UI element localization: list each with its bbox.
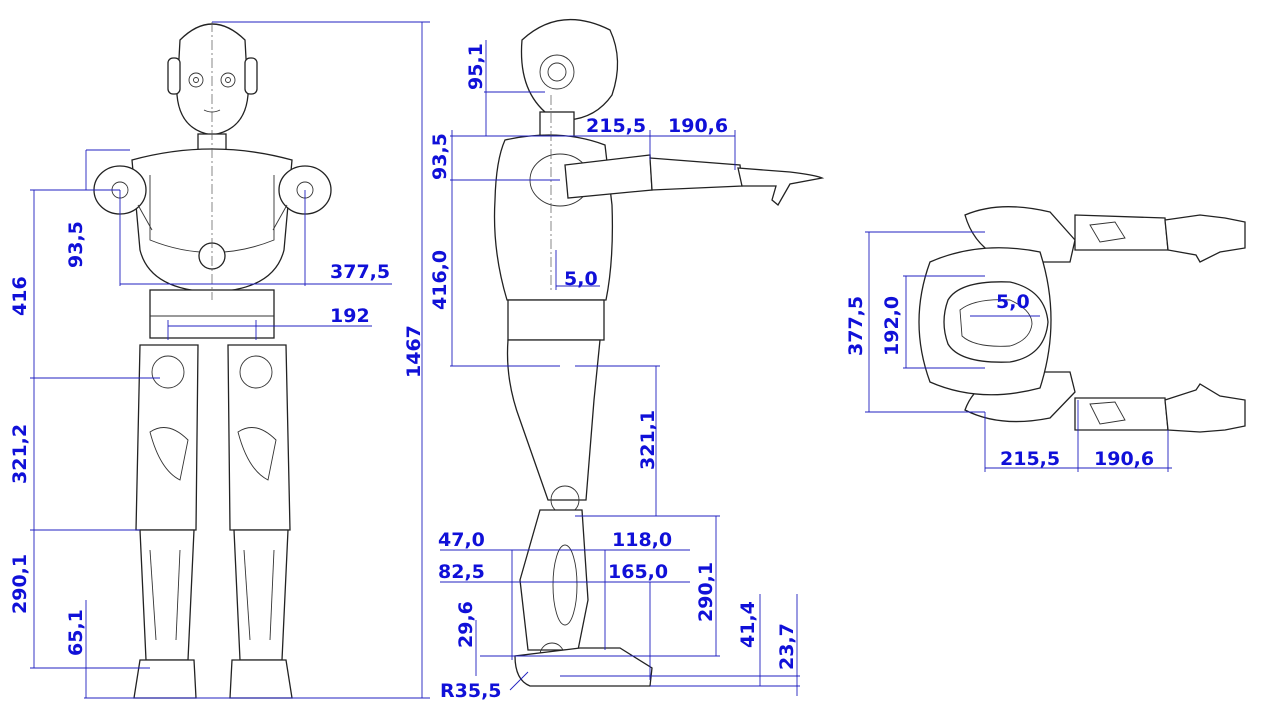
- side-dim-190-6: 190,6: [668, 115, 728, 137]
- side-neck: [539, 111, 575, 139]
- side-dim-5-0: 5,0: [564, 268, 598, 290]
- top-dim-5-0: 5,0: [996, 291, 1030, 313]
- side-foot: [514, 647, 653, 687]
- top-dim-192-0: 192,0: [881, 296, 903, 356]
- side-head: [520, 19, 619, 121]
- side-pelvis: [507, 299, 605, 341]
- top-dim-215-5: 215,5: [1000, 448, 1060, 470]
- front-dim-290-1: 290,1: [9, 554, 31, 614]
- top-dim-377-5: 377,5: [845, 296, 867, 356]
- front-view: 1467 416 93,5 377,5 192 321,2 290,1 65,1: [9, 21, 430, 699]
- side-dim-118-0: 118,0: [612, 529, 672, 551]
- front-foot-left: [133, 659, 197, 699]
- top-dim-190-6: 190,6: [1094, 448, 1154, 470]
- side-dim-41-4: 41,4: [737, 601, 759, 648]
- side-thigh: [506, 339, 601, 501]
- side-dim-r35-5: R35,5: [440, 680, 502, 701]
- side-dim-95-1: 95,1: [465, 43, 487, 90]
- side-dim-23-7: 23,7: [776, 623, 798, 670]
- side-forearm: [649, 157, 743, 191]
- front-shin-left: [139, 529, 195, 661]
- side-dim-29-6: 29,6: [455, 601, 477, 648]
- front-shin-right: [233, 529, 289, 661]
- top-view: 377,5 192,0 5,0 215,5 190,6: [845, 206, 1246, 472]
- front-thigh-right: [227, 344, 291, 531]
- front-dim-192: 192: [330, 305, 370, 327]
- front-dim-416: 416: [9, 276, 31, 316]
- side-dim-321-1: 321,1: [637, 410, 659, 470]
- front-dim-377-5: 377,5: [330, 261, 390, 283]
- side-dim-93-5: 93,5: [429, 133, 451, 180]
- front-dim-1467: 1467: [403, 325, 425, 378]
- front-dim-93-5: 93,5: [65, 221, 87, 268]
- side-shin: [519, 509, 589, 651]
- front-eye-left: [188, 72, 204, 88]
- side-dim-416-0: 416,0: [429, 250, 451, 310]
- side-dim-165-0: 165,0: [608, 561, 668, 583]
- top-hand-lower: [1164, 383, 1246, 433]
- top-hand-upper: [1164, 214, 1246, 263]
- side-view: 95,1 93,5 215,5 190,6 416,0 5,0 321,1 29…: [429, 19, 825, 701]
- front-dim-321-2: 321,2: [9, 424, 31, 484]
- front-head: [176, 23, 249, 136]
- front-eye-right: [220, 72, 236, 88]
- front-thigh-left: [135, 344, 199, 531]
- side-dim-82-5: 82,5: [438, 561, 485, 583]
- top-head: [943, 281, 1049, 363]
- front-dim-65-1: 65,1: [65, 609, 87, 656]
- front-ear-right: [244, 57, 258, 95]
- side-dim-47-0: 47,0: [438, 529, 485, 551]
- side-dim-290-1: 290,1: [695, 562, 717, 622]
- front-foot-right: [229, 659, 293, 699]
- side-hand: [737, 167, 825, 206]
- side-dim-215-5: 215,5: [586, 115, 646, 137]
- front-ear-left: [167, 57, 181, 95]
